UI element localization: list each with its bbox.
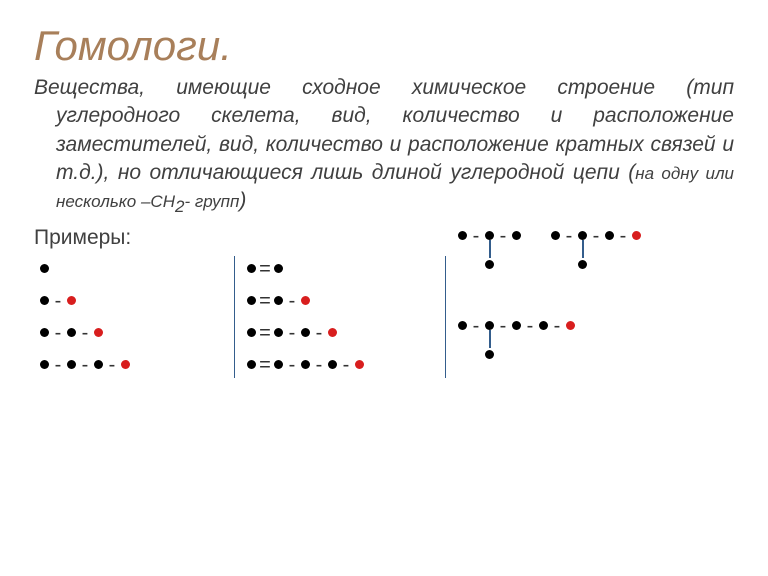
atom-dot xyxy=(40,296,49,305)
atom-dot xyxy=(274,296,283,305)
single-bond: - xyxy=(283,323,301,343)
atom-dot xyxy=(40,328,49,337)
atom-dot xyxy=(274,264,283,273)
atom-dot xyxy=(458,231,467,240)
branch-bond xyxy=(582,240,584,258)
atom-dot xyxy=(247,264,256,273)
double-bond: = xyxy=(256,259,274,279)
single-bond: - xyxy=(76,323,94,343)
branched-chain: -- xyxy=(458,226,521,286)
branched-bottom: ---- xyxy=(458,316,734,376)
atom-dot xyxy=(512,321,521,330)
definition-text: Вещества, имеющие сходное химическое стр… xyxy=(34,74,734,220)
atom-dot xyxy=(247,296,256,305)
atom-dot xyxy=(94,328,103,337)
atom-dot xyxy=(40,360,49,369)
definition-small-after: - групп xyxy=(184,192,239,211)
definition-main: Вещества, имеющие сходное химическое стр… xyxy=(34,76,734,184)
atom-dot xyxy=(247,360,256,369)
atom-dot xyxy=(94,360,103,369)
single-bond: - xyxy=(49,323,67,343)
single-bond: - xyxy=(310,323,328,343)
branched-pair-top: ----- xyxy=(458,226,734,286)
double-bond: = xyxy=(256,291,274,311)
atom-dot xyxy=(274,328,283,337)
single-bond: - xyxy=(283,291,301,311)
carbon-chain: - xyxy=(40,291,76,311)
carbon-chain: --- xyxy=(40,355,130,375)
definition-close: ) xyxy=(239,189,246,212)
branched-chain: ---- xyxy=(458,316,734,376)
single-bond: - xyxy=(76,355,94,375)
double-bond: = xyxy=(256,323,274,343)
atom-dot xyxy=(301,360,310,369)
carbon-chain: =- xyxy=(247,291,310,311)
atom-dot xyxy=(512,231,521,240)
single-bond: - xyxy=(337,355,355,375)
carbon-chain: -- xyxy=(40,323,103,343)
single-bond: - xyxy=(310,355,328,375)
atom-dot xyxy=(67,296,76,305)
carbon-chain: =--- xyxy=(247,355,364,375)
atom-dot xyxy=(274,360,283,369)
single-bond: - xyxy=(49,355,67,375)
single-bond: - xyxy=(283,355,301,375)
atom-dot xyxy=(301,328,310,337)
atom-dot xyxy=(328,328,337,337)
atom-dot xyxy=(247,328,256,337)
atom-dot xyxy=(539,321,548,330)
carbon-chain: =-- xyxy=(247,323,337,343)
atom-dot xyxy=(40,264,49,273)
atom-dot xyxy=(632,231,641,240)
atom-dot xyxy=(578,260,587,269)
atom-dot xyxy=(605,231,614,240)
atom-dot xyxy=(67,360,76,369)
branch-bond xyxy=(489,240,491,258)
carbon-chain: = xyxy=(247,259,283,279)
atom-dot xyxy=(566,321,575,330)
atom-dot xyxy=(485,350,494,359)
carbon-chain xyxy=(40,264,49,273)
single-bond: - xyxy=(103,355,121,375)
branch-bond xyxy=(489,330,491,348)
atom-dot xyxy=(485,260,494,269)
single-bond: - xyxy=(49,291,67,311)
atom-dot xyxy=(355,360,364,369)
double-bond: = xyxy=(256,355,274,375)
slide-title: Гомологи. xyxy=(34,22,734,70)
atom-dot xyxy=(67,328,76,337)
atom-dot xyxy=(458,321,467,330)
examples-columns: ------ ==-=--=--- --------- xyxy=(34,256,734,378)
atom-dot xyxy=(301,296,310,305)
atom-dot xyxy=(121,360,130,369)
column-1: ------ xyxy=(34,256,234,378)
atom-dot xyxy=(328,360,337,369)
column-3: --------- xyxy=(446,226,734,378)
branched-chain: --- xyxy=(551,226,641,286)
column-2: ==-=--=--- xyxy=(235,256,445,378)
atom-dot xyxy=(551,231,560,240)
